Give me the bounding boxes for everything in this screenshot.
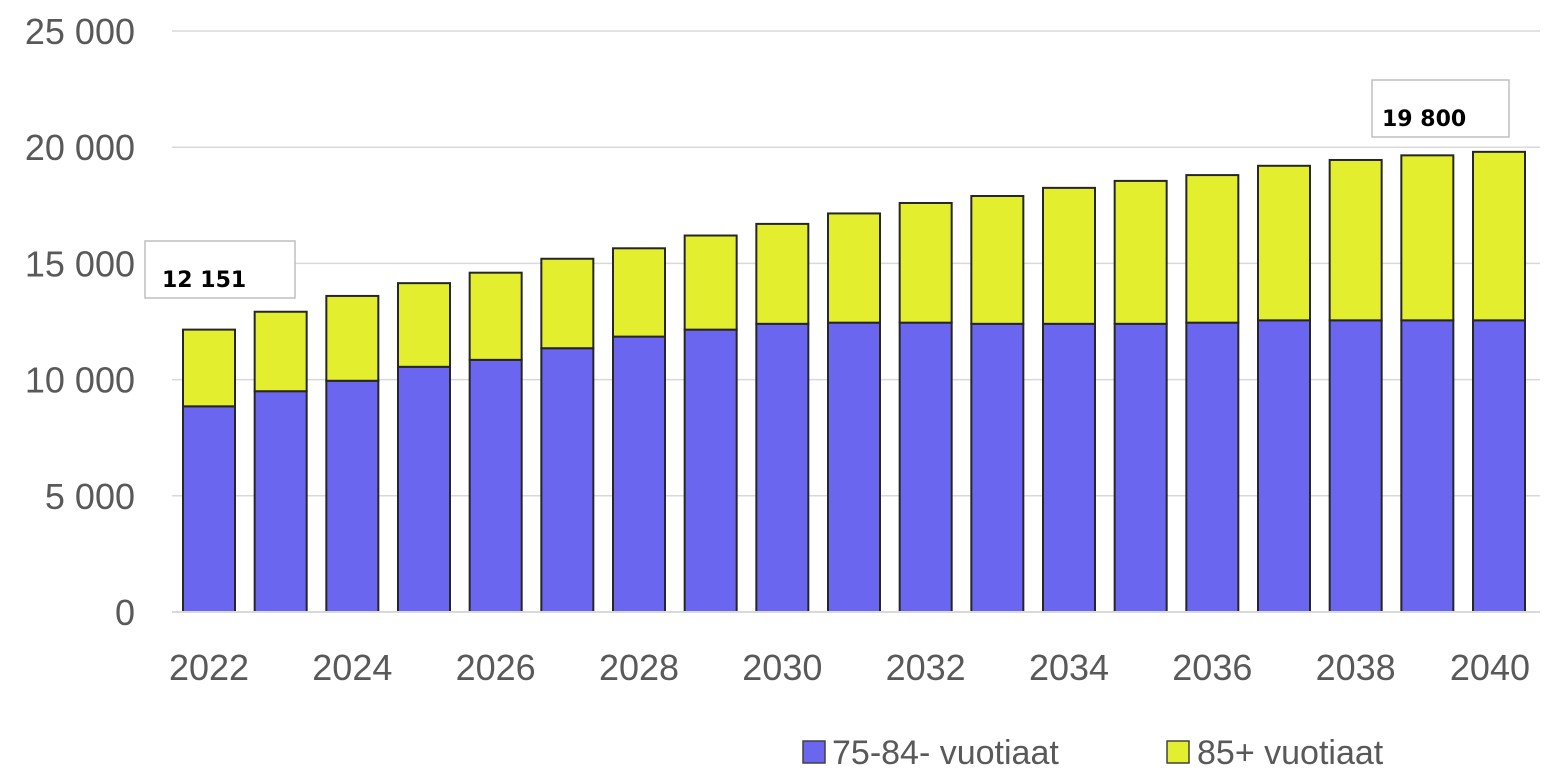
bar-75-84-2029 <box>683 328 738 613</box>
annotation-last-text: 19 800 <box>1382 107 1466 132</box>
bar-75-84-2034 <box>1042 322 1096 613</box>
legend-item-85-plus: 85+ vuotiaat <box>1166 734 1384 770</box>
bar-75-84-2033 <box>970 322 1025 613</box>
legend-item-75-84: 75-84- vuotiaat <box>802 734 1059 770</box>
annotation-first: 12 151 <box>144 240 296 299</box>
bar-75-84-2028 <box>612 335 666 613</box>
x-tick-label: 2034 <box>1029 647 1109 688</box>
bar-75-84-2032 <box>898 321 953 613</box>
y-tick-label: 5 000 <box>45 476 135 517</box>
bar-85-plus-2024 <box>325 294 380 382</box>
bar-75-84-2030 <box>755 322 810 613</box>
y-tick-label: 15 000 <box>25 243 135 284</box>
y-tick-label: 25 000 <box>25 11 135 52</box>
legend: 75-84- vuotiaat 85+ vuotiaat <box>802 734 1384 770</box>
bar-85-plus-2023 <box>253 310 308 393</box>
bar-75-84-2026 <box>468 358 523 614</box>
x-tick-label: 2024 <box>312 647 392 688</box>
bar-75-84-2035 <box>1113 322 1168 613</box>
y-tick-label: 20 000 <box>25 127 135 168</box>
bars <box>182 150 1526 614</box>
bar-85-plus-2039 <box>1400 154 1455 322</box>
bar-85-plus-2033 <box>970 195 1025 325</box>
bar-85-plus-2030 <box>755 222 810 325</box>
y-tick-label: 0 <box>115 592 135 633</box>
bar-85-plus-2037 <box>1257 164 1311 322</box>
legend-label-85-plus: 85+ vuotiaat <box>1197 734 1384 770</box>
bar-75-84-2027 <box>540 347 595 613</box>
bar-85-plus-2028 <box>612 247 666 338</box>
x-tick-label: 2022 <box>169 647 249 688</box>
bar-85-plus-2029 <box>683 234 738 331</box>
bar-85-plus-2022 <box>182 328 236 408</box>
y-tick-label: 10 000 <box>25 360 135 401</box>
x-axis-tick-labels: 2022 2024 2026 2028 2030 2032 2034 2036 2038 2040 <box>169 647 1530 688</box>
bar-75-84-2036 <box>1185 321 1240 613</box>
annotation-first-box <box>144 240 296 299</box>
legend-label-75-84: 75-84- vuotiaat <box>832 734 1059 770</box>
x-tick-label: 2038 <box>1316 647 1396 688</box>
legend-swatch-75-84 <box>802 740 826 764</box>
bar-75-84-2023 <box>253 390 308 613</box>
bar-85-plus-2032 <box>898 201 953 324</box>
x-tick-label: 2036 <box>1172 647 1252 688</box>
bar-75-84-2038 <box>1328 319 1383 613</box>
bar-85-plus-2038 <box>1328 158 1383 322</box>
bar-75-84-2037 <box>1257 319 1311 613</box>
bar-85-plus-2040 <box>1472 150 1526 322</box>
x-tick-label: 2028 <box>599 647 679 688</box>
bar-85-plus-2027 <box>540 257 595 350</box>
bar-85-plus-2035 <box>1113 179 1168 325</box>
annotation-last: 19 800 <box>1371 79 1510 138</box>
annotation-first-text: 12 151 <box>162 268 246 293</box>
bar-85-plus-2034 <box>1042 186 1096 325</box>
legend-swatch-85-plus <box>1166 740 1190 764</box>
x-tick-label: 2026 <box>456 647 536 688</box>
y-axis-tick-labels: 0 5 000 10 000 15 000 20 000 25 000 <box>25 11 135 633</box>
x-tick-label: 2040 <box>1450 647 1530 688</box>
bar-85-plus-2036 <box>1185 174 1240 324</box>
x-tick-label: 2032 <box>886 647 966 688</box>
bar-85-plus-2025 <box>397 282 451 368</box>
x-tick-label: 2030 <box>742 647 822 688</box>
bar-75-84-2022 <box>182 405 236 613</box>
bar-75-84-2024 <box>325 379 380 613</box>
bar-75-84-2040 <box>1472 319 1526 613</box>
bar-75-84-2039 <box>1400 319 1455 613</box>
bar-75-84-2025 <box>397 365 451 613</box>
annotation-last-box <box>1371 79 1510 138</box>
bar-75-84-2031 <box>827 321 881 613</box>
bar-85-plus-2026 <box>468 271 523 361</box>
bar-85-plus-2031 <box>827 212 881 324</box>
